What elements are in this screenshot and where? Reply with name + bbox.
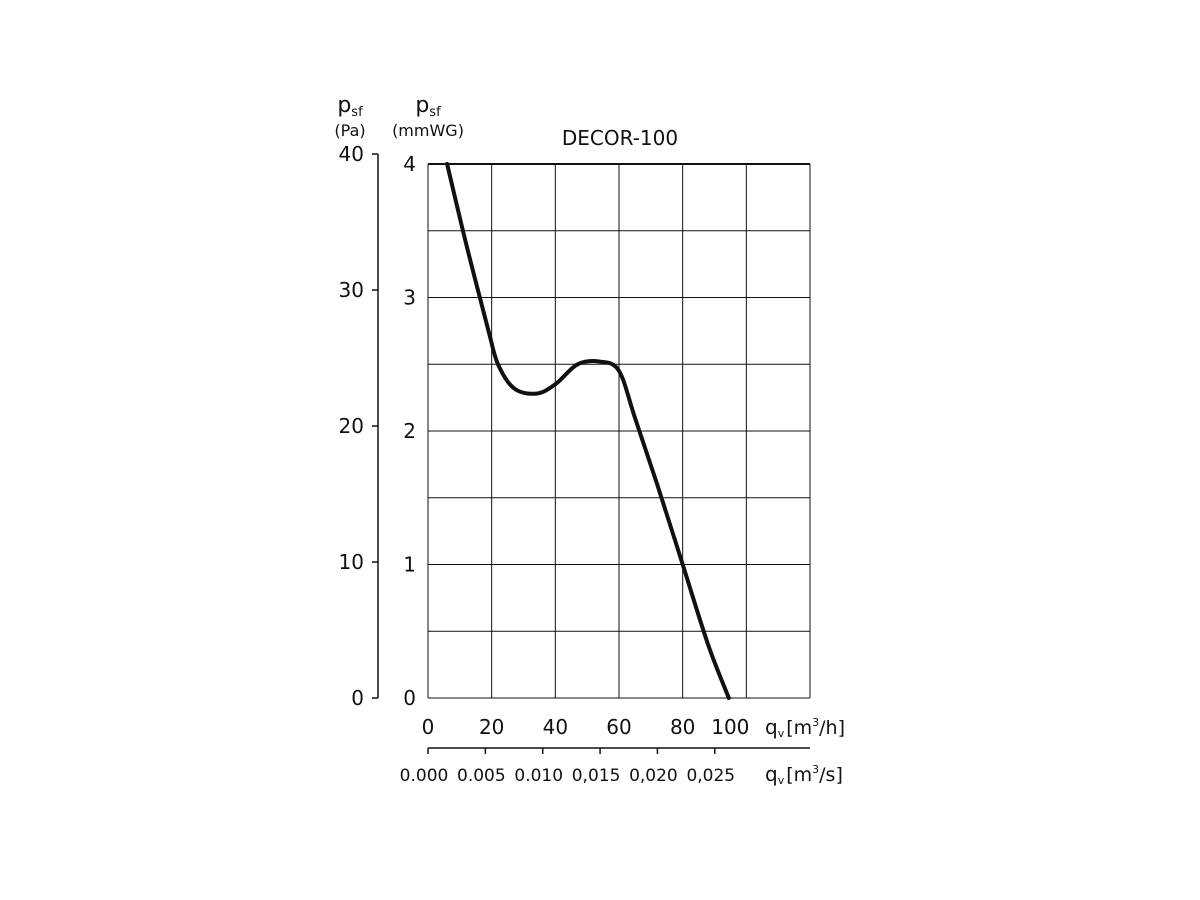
- left-axis-label: psf: [337, 93, 363, 120]
- right-tick-label: 2: [403, 419, 416, 443]
- x-axis-label: qv [m3/h]: [765, 715, 845, 740]
- x-tick-label: 0: [422, 715, 435, 739]
- left-axis-unit: (Pa): [334, 121, 365, 140]
- fan-curve-line: [445, 162, 731, 700]
- x2-tick-label: 0,020: [629, 766, 678, 786]
- left-tick-label: 0: [351, 686, 364, 710]
- x2-tick-label: 0.005: [457, 766, 506, 786]
- right-axis-unit: (mmWG): [392, 121, 464, 140]
- right-tick-label: 4: [403, 152, 416, 176]
- left-tick-label: 30: [339, 278, 364, 302]
- x-tick-label: 20: [479, 715, 504, 739]
- right-axis-ticks: 0 1 2 3 4: [403, 152, 416, 710]
- chart-title: DECOR-100: [562, 126, 678, 150]
- x2-tick-label: 0,025: [686, 766, 735, 786]
- left-tick-label: 40: [339, 142, 364, 166]
- x2-tick-label: 0.010: [514, 766, 563, 786]
- left-tick-label: 10: [339, 550, 364, 574]
- grid: [427, 163, 811, 699]
- x-axis-ticks: 0 20 40 60 80 100: [422, 715, 750, 739]
- left-tick-label: 20: [339, 414, 364, 438]
- right-tick-label: 0: [403, 686, 416, 710]
- left-axis: 0 10 20 30 40: [339, 142, 379, 710]
- right-tick-label: 1: [403, 553, 416, 577]
- right-tick-label: 3: [403, 286, 416, 310]
- x-tick-label: 60: [606, 715, 631, 739]
- x2-tick-label: 0,015: [572, 766, 621, 786]
- secondary-x-axis: 0.000 0.005 0.010 0,015 0,020 0,025: [400, 747, 810, 786]
- right-axis-label: psf: [415, 93, 441, 120]
- x-tick-label: 100: [711, 715, 749, 739]
- x-tick-label: 80: [670, 715, 695, 739]
- x2-axis-label: qv [m3/s]: [765, 762, 843, 787]
- x-tick-label: 40: [543, 715, 568, 739]
- x2-tick-label: 0.000: [400, 766, 449, 786]
